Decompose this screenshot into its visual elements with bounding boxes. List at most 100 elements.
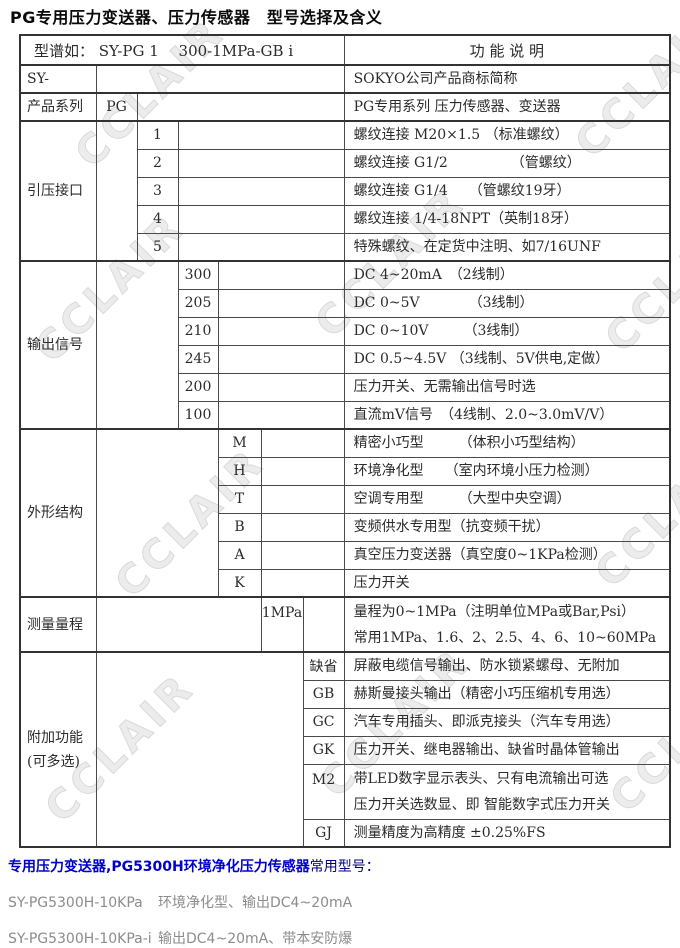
- category-cell-brand: SY-: [19, 64, 97, 94]
- empty-cell: [217, 316, 345, 346]
- code-cell: 缺省: [302, 651, 345, 681]
- page-title: PG专用压力变送器、压力传感器 型号选择及含义: [10, 8, 383, 27]
- table-row: K 压力开关: [20, 568, 671, 598]
- category-cell-form-structure: 外形结构: [19, 428, 97, 598]
- table-row: 200 压力开关、无需输出信号时选: [20, 372, 671, 402]
- desc-cell: 带LED数字显示表头、只有电流输出可选 压力开关选数显、即 智能数字式压力开关: [343, 763, 671, 820]
- table-row: A 真空压力变送器（真空度0~1KPa检测）: [20, 540, 671, 570]
- category-cell-product-series: 产品系列: [19, 92, 97, 122]
- empty-cell: [217, 372, 345, 402]
- code-cell: 1: [136, 120, 179, 150]
- table-row: 附加功能 (可多选) 缺省 屏蔽电缆信号输出、防水锁紧螺母、无附加: [19, 651, 671, 848]
- empty-cell: [177, 204, 345, 234]
- category-cell-output-signal: 输出信号: [19, 260, 97, 430]
- footer-model-desc: 环境净化型、输出DC4~20mA: [158, 895, 353, 911]
- table-row: 3 螺纹连接 G1/4 （管螺纹19牙）: [20, 176, 671, 206]
- code-cell: 2: [136, 148, 179, 178]
- table-row: B 变频供水专用型（抗变频干扰）: [20, 512, 671, 542]
- empty-cell: [260, 456, 345, 486]
- empty-cell: [217, 260, 345, 290]
- desc-cell: 屏蔽电缆信号输出、防水锁紧螺母、无附加: [343, 651, 671, 681]
- code-cell: 4: [136, 204, 179, 234]
- code-cell: 205: [177, 288, 219, 318]
- code-cell: M: [217, 428, 262, 458]
- table-row: GB 赫斯曼接头输出（精密小巧压缩机专用选）: [20, 679, 671, 709]
- table-row: GC 汽车专用插头、即派克接头（汽车专用选）: [20, 707, 671, 737]
- footer-heading-suffix: 常用型号：: [309, 859, 380, 875]
- desc-cell: 变频供水专用型（抗变频干扰）: [343, 512, 671, 542]
- table-row: 引压接口 1 螺纹连接 M20×1.5 （标准螺纹）: [19, 120, 671, 262]
- empty-cell: [95, 596, 262, 653]
- empty-cell: [260, 484, 345, 514]
- category-cell-additional-functions: 附加功能 (可多选): [19, 651, 97, 848]
- code-cell: H: [217, 456, 262, 486]
- code-cell: 245: [177, 344, 219, 374]
- code-cell: A: [217, 540, 262, 570]
- code-cell: 3: [136, 176, 179, 206]
- desc-cell: 压力开关、无需输出信号时选: [343, 372, 671, 402]
- category-cell-pressure-port: 引压接口: [19, 120, 97, 262]
- table-row: 4 螺纹连接 1/4-18NPT（英制18牙）: [20, 204, 671, 234]
- code-cell: GC: [302, 707, 345, 737]
- empty-cell: [95, 64, 345, 94]
- desc-cell: 环境净化型 （室内环境小压力检测）: [343, 456, 671, 486]
- footer-model-number: SY-PG5300H-10KPa: [8, 895, 143, 911]
- code-cell: GJ: [302, 818, 345, 848]
- desc-cell: 螺纹连接 1/4-18NPT（英制18牙）: [343, 204, 671, 234]
- desc-cell: 压力开关、继电器输出、缺省时晶体管输出: [343, 735, 671, 765]
- category-cell-measure-range: 测量量程: [19, 596, 97, 653]
- table-row: T 空调专用型 （大型中央空调）: [20, 484, 671, 514]
- footer-model-line: SY-PG5300H-10KPa-i 输出DC4~20mA、带本安防爆: [8, 928, 380, 948]
- desc-cell: 测量精度为高精度 ±0.25%FS: [343, 818, 671, 848]
- code-cell: 1MPa: [260, 596, 304, 653]
- desc-cell: DC 0~5V （3线制）: [343, 288, 671, 318]
- empty-cell: [217, 344, 345, 374]
- desc-cell: 空调专用型 （大型中央空调）: [343, 484, 671, 514]
- table-row: 245 DC 0.5~4.5V （3线制、5V供电,定做）: [20, 344, 671, 374]
- desc-cell: PG专用系列 压力传感器、变送器: [343, 92, 671, 122]
- table-row: 测量量程 1MPa 量程为0~1MPa（注明单位MPa或Bar,Psi） 常用1MPa…: [19, 596, 671, 653]
- code-cell: 210: [177, 316, 219, 346]
- desc-cell: 汽车专用插头、即派克接头（汽车专用选）: [343, 707, 671, 737]
- code-cell: 200: [177, 372, 219, 402]
- footer-model-list: SY-PG5300H-10KPa 环境净化型、输出DC4~20mA SY-PG530…: [8, 892, 380, 948]
- empty-cell: [95, 428, 219, 598]
- code-cell: 5: [136, 232, 179, 262]
- model-example-cell: 型谱如： SY-PG 1 300-1MPa-GB i: [19, 34, 345, 66]
- empty-cell: [95, 120, 138, 262]
- empty-cell: [302, 596, 345, 653]
- table-row: 2 螺纹连接 G1/2 （管螺纹）: [20, 148, 671, 178]
- empty-cell: [260, 568, 345, 598]
- table-row: GK 压力开关、继电器输出、缺省时晶体管输出: [20, 735, 671, 765]
- footer: 专用压力变送器,PG5300H环境净化压力传感器常用型号： SY-PG5300H…: [8, 856, 380, 948]
- desc-cell: 螺纹连接 M20×1.5 （标准螺纹）: [343, 120, 671, 150]
- desc-cell: 赫斯曼接头输出（精密小巧压缩机专用选）: [343, 679, 671, 709]
- empty-cell: [217, 400, 345, 430]
- empty-cell: [136, 92, 345, 122]
- table-row: 产品系列 PG PG专用系列 压力传感器、变送器: [19, 92, 671, 122]
- empty-cell: [177, 120, 345, 150]
- desc-cell: 精密小巧型 （体积小巧型结构）: [343, 428, 671, 458]
- footer-model-number: SY-PG5300H-10KPa-i: [8, 931, 152, 947]
- empty-cell: [260, 428, 345, 458]
- desc-cell: 螺纹连接 G1/2 （管螺纹）: [343, 148, 671, 178]
- table-row: 外形结构 M 精密小巧型 （体积小巧型结构）: [19, 428, 671, 598]
- code-cell: GK: [302, 735, 345, 765]
- footer-model-line: SY-PG5300H-10KPa 环境净化型、输出DC4~20mA: [8, 892, 380, 912]
- table-header-row: 型谱如： SY-PG 1 300-1MPa-GB i 功 能 说 明: [19, 34, 671, 66]
- code-cell: B: [217, 512, 262, 542]
- table-row: SY- SOKYO公司产品商标简称: [19, 64, 671, 94]
- desc-cell: 直流mV信号 （4线制、2.0~3.0mV/V）: [343, 400, 671, 430]
- code-cell: M2: [302, 763, 345, 820]
- desc-cell: 压力开关: [343, 568, 671, 598]
- empty-cell: [260, 512, 345, 542]
- desc-cell: 特殊螺纹、在定货中注明、如7/16UNF: [343, 232, 671, 262]
- footer-heading: 专用压力变送器,PG5300H环境净化压力传感器常用型号：: [8, 856, 380, 876]
- model-selection-table: 型谱如： SY-PG 1 300-1MPa-GB i 功 能 说 明 SY- SO…: [19, 34, 672, 848]
- empty-cell: [177, 148, 345, 178]
- footer-model-desc: 输出DC4~20mA、带本安防爆: [158, 931, 353, 947]
- empty-cell: [177, 176, 345, 206]
- table-row: 205 DC 0~5V （3线制）: [20, 288, 671, 318]
- code-cell: T: [217, 484, 262, 514]
- code-cell: K: [217, 568, 262, 598]
